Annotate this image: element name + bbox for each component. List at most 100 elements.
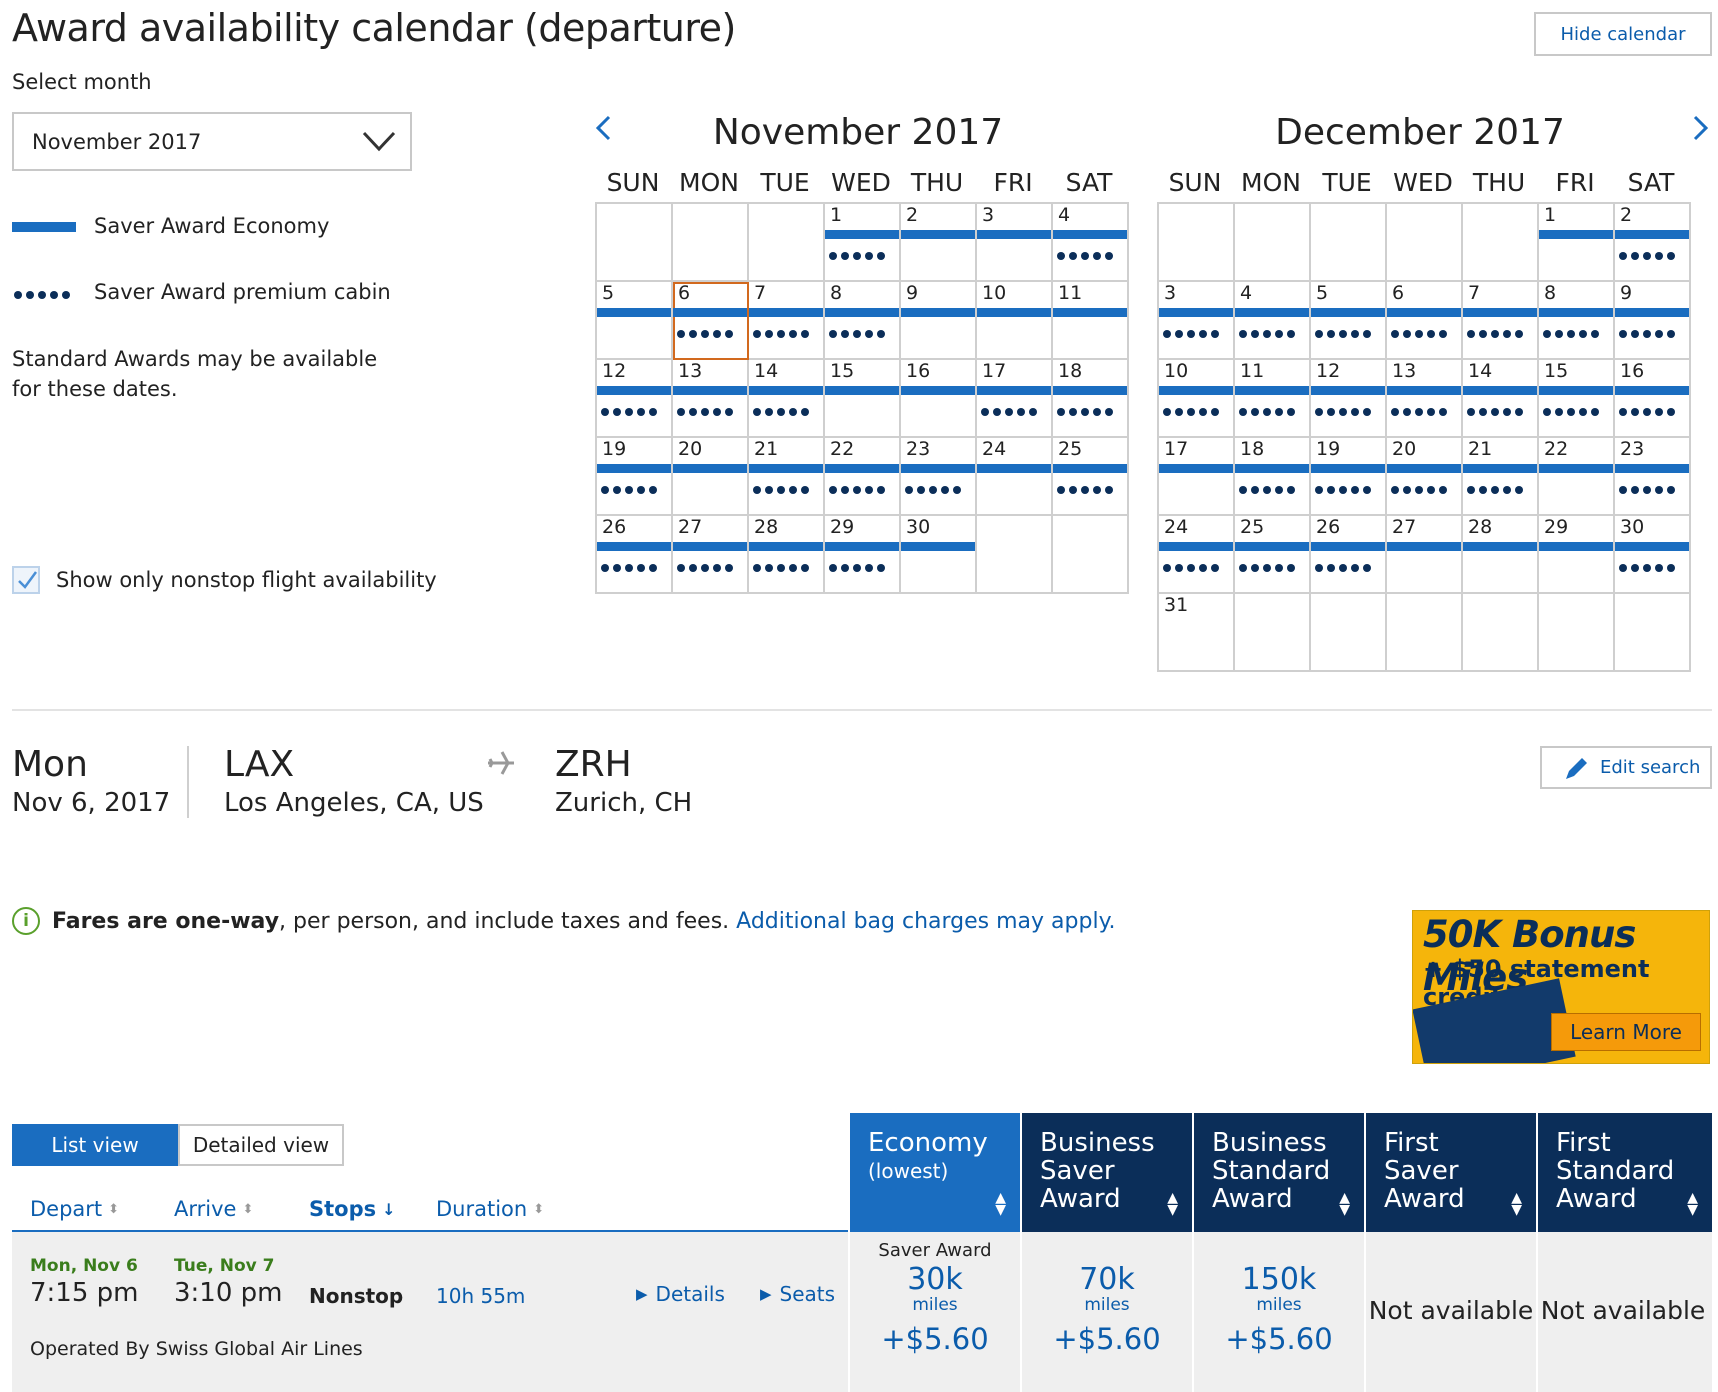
calendar-day[interactable]: 24 [1159,516,1235,594]
calendar-day[interactable]: 3 [1159,282,1235,360]
calendar-day[interactable]: 4 [1235,282,1311,360]
calendar-day[interactable]: 5 [1311,282,1387,360]
calendar-day-number: 17 [1164,438,1189,460]
calendar-day[interactable]: 4 [1053,204,1129,282]
calendar-day[interactable]: 2 [1615,204,1691,282]
learn-more-button[interactable]: Learn More [1551,1013,1701,1051]
calendar-day[interactable]: 13 [673,360,749,438]
month-select-value: November 2017 [32,129,202,154]
calendar-day[interactable]: 10 [977,282,1053,360]
calendar-day[interactable]: 17 [977,360,1053,438]
fare-economy[interactable]: Saver Award 30k miles +$5.60 [850,1232,1020,1392]
calendar-day[interactable]: 7 [749,282,825,360]
sort-duration[interactable]: Duration ⬍ [436,1197,544,1221]
seats-label: Seats [779,1282,836,1306]
calendar-day[interactable]: 29 [1539,516,1615,594]
month-select[interactable]: November 2017 [12,112,412,171]
calendar-day[interactable]: 3 [977,204,1053,282]
calendar-day[interactable]: 1 [1539,204,1615,282]
calendar-day[interactable]: 9 [901,282,977,360]
calendar-day[interactable]: 7 [1463,282,1539,360]
calendar-day[interactable]: 25 [1235,516,1311,594]
nonstop-toggle[interactable]: Show only nonstop flight availability [12,566,437,594]
calendar-day[interactable]: 15 [1539,360,1615,438]
calendar-day[interactable]: 11 [1053,282,1129,360]
calendar-day-number: 26 [1316,516,1341,538]
calendar-day[interactable]: 21 [1463,438,1539,516]
day-of-week-header: SUN MON TUE WED THU FRI SAT [1157,168,1689,197]
calendar-day[interactable]: 26 [1311,516,1387,594]
calendar-day[interactable]: 30 [901,516,977,594]
calendar-day[interactable]: 16 [901,360,977,438]
calendar-day[interactable]: 23 [901,438,977,516]
fare-header-first-standard[interactable]: First Standard Award ▲ ▼ [1538,1113,1712,1232]
calendar-day[interactable]: 17 [1159,438,1235,516]
calendar-day-number: 20 [1392,438,1417,460]
calendar-day[interactable]: 24 [977,438,1053,516]
calendar-day[interactable]: 22 [825,438,901,516]
previous-month-icon[interactable] [594,114,612,142]
page-title: Award availability calendar (departure) [12,6,736,50]
calendar-day[interactable]: 18 [1235,438,1311,516]
calendar-day[interactable]: 19 [1311,438,1387,516]
calendar-day[interactable]: 10 [1159,360,1235,438]
calendar-day[interactable]: 29 [825,516,901,594]
calendar-day[interactable]: 28 [749,516,825,594]
calendar-day[interactable]: 18 [1053,360,1129,438]
calendar-day[interactable]: 21 [749,438,825,516]
calendar-day[interactable]: 30 [1615,516,1691,594]
calendar-day[interactable]: 14 [749,360,825,438]
sort-arrive[interactable]: Arrive ⬍ [174,1197,253,1221]
details-link[interactable]: ▶ Details [636,1282,725,1306]
calendar-day[interactable]: 28 [1463,516,1539,594]
calendar-day[interactable]: 6 [1387,282,1463,360]
calendar-day[interactable]: 27 [673,516,749,594]
calendar-day[interactable]: 11 [1235,360,1311,438]
tab-detailed-view[interactable]: Detailed view [178,1124,344,1166]
calendar-day[interactable]: 26 [597,516,673,594]
calendar-day[interactable]: 12 [1311,360,1387,438]
calendar-day[interactable]: 2 [901,204,977,282]
hide-calendar-button[interactable]: Hide calendar [1534,12,1712,56]
fare-business-saver[interactable]: 70k miles +$5.60 [1022,1232,1192,1392]
calendar-day[interactable]: 15 [825,360,901,438]
calendar-day[interactable]: 12 [597,360,673,438]
calendar-day[interactable]: 31 [1159,594,1235,672]
fare-header-economy[interactable]: Economy (lowest) ▲ ▼ [850,1113,1020,1232]
nonstop-checkbox[interactable] [12,566,40,594]
calendar-day[interactable]: 19 [597,438,673,516]
calendar-day[interactable]: 8 [1539,282,1615,360]
calendar-day[interactable]: 22 [1539,438,1615,516]
calendar-day[interactable]: 1 [825,204,901,282]
promo-banner[interactable]: 50K Bonus Miles + $50 statement credit L… [1412,910,1710,1064]
sort-depart[interactable]: Depart ⬍ [30,1197,119,1221]
fare-header-first-saver[interactable]: First Saver Award ▲ ▼ [1366,1113,1536,1232]
calendar-day[interactable]: 20 [1387,438,1463,516]
calendar-day-number: 2 [1620,204,1633,226]
calendar-day[interactable]: 13 [1387,360,1463,438]
calendar-day[interactable]: 9 [1615,282,1691,360]
seats-link[interactable]: ▶ Seats [760,1282,835,1306]
calendar-day[interactable]: 16 [1615,360,1691,438]
next-month-icon[interactable] [1692,114,1710,142]
calendar-day[interactable]: 25 [1053,438,1129,516]
calendar-day[interactable]: 6 [673,282,749,360]
fare-header-business-saver[interactable]: Business Saver Award ▲ ▼ [1022,1113,1192,1232]
calendar-day[interactable]: 27 [1387,516,1463,594]
fare-business-standard[interactable]: 150k miles +$5.60 [1194,1232,1364,1392]
details-label: Details [655,1282,725,1306]
edit-search-button[interactable]: Edit search [1540,746,1712,789]
fare-header-business-standard[interactable]: Business Standard Award ▲ ▼ [1194,1113,1364,1232]
tab-list-view[interactable]: List view [12,1124,178,1166]
bag-charges-link[interactable]: Additional bag charges may apply. [736,908,1116,934]
calendar-day[interactable]: 20 [673,438,749,516]
calendar-day-number: 5 [602,282,615,304]
calendar-day[interactable]: 23 [1615,438,1691,516]
trip-date: Nov 6, 2017 [12,788,171,818]
calendar-day[interactable]: 8 [825,282,901,360]
legend-saver-economy: Saver Award Economy [94,214,330,238]
calendar-day[interactable]: 14 [1463,360,1539,438]
sort-stops[interactable]: Stops ↓ [309,1197,396,1221]
calendar-day[interactable]: 5 [597,282,673,360]
plane-icon [488,751,514,775]
